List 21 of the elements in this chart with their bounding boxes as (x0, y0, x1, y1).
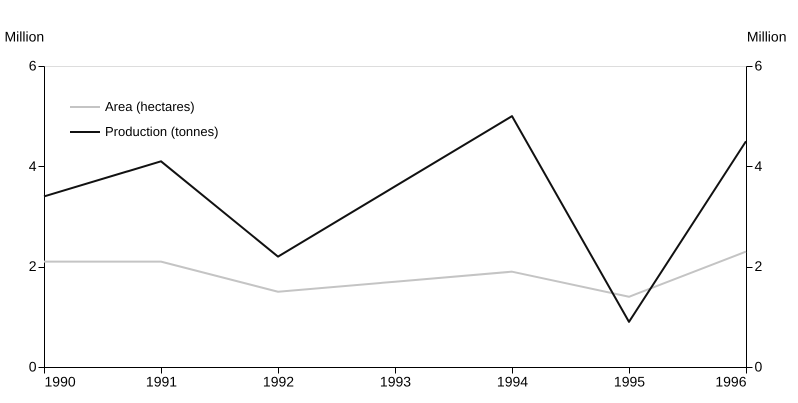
y-axis-title: Million (4, 28, 44, 44)
line-series (43, 115, 747, 323)
y-tick-label: 0 (28, 358, 37, 374)
y2-tick-label: 4 (754, 158, 762, 174)
legend-label: Area (hectares) (105, 99, 195, 114)
y2-tick-label: 0 (754, 358, 762, 374)
x-tick-label: 1994 (496, 374, 528, 390)
x-tick-label: 1995 (614, 374, 646, 390)
y2-axis-title: Million (746, 28, 786, 44)
x-tick-label: 1990 (44, 374, 76, 390)
line-series (43, 250, 747, 298)
x-tick-label: 1991 (146, 374, 178, 390)
x-tick-label: 1993 (380, 374, 412, 390)
y2-tick-label: 6 (754, 58, 762, 74)
y-tick-label: 6 (28, 58, 37, 74)
x-tick-label: 1996 (715, 374, 747, 390)
legend-label: Production (tonnes) (105, 124, 218, 139)
y-tick-label: 4 (28, 158, 37, 174)
y-tick-label: 2 (28, 258, 37, 274)
x-tick-label: 1992 (262, 374, 294, 390)
y2-tick-label: 2 (754, 258, 762, 274)
